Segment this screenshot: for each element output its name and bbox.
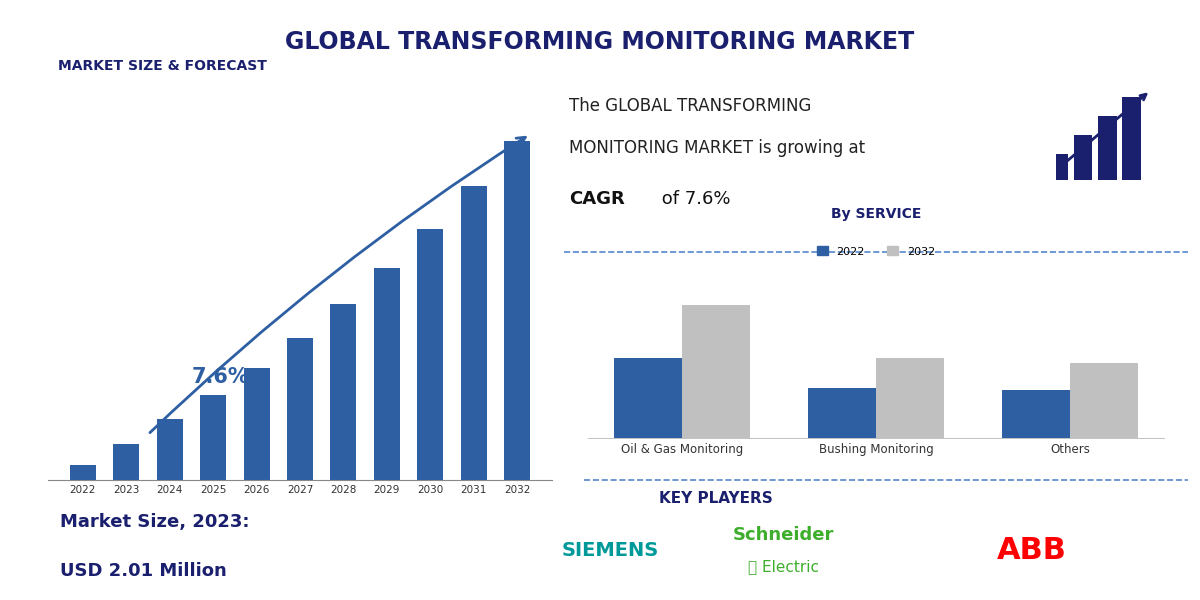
Legend: 2022, 2032: 2022, 2032 <box>812 242 940 261</box>
Bar <box>374 268 400 480</box>
Text: ⻟ Electric: ⻟ Electric <box>748 559 818 575</box>
Text: SIEMENS: SIEMENS <box>562 541 659 560</box>
Bar <box>461 186 487 480</box>
Text: KEY PLAYERS: KEY PLAYERS <box>659 491 773 506</box>
Bar <box>876 358 944 438</box>
Text: The GLOBAL TRANSFORMING: The GLOBAL TRANSFORMING <box>570 97 811 115</box>
Bar <box>682 305 750 438</box>
Bar <box>1098 116 1117 180</box>
Text: Schneider: Schneider <box>733 526 834 544</box>
Bar <box>1049 154 1068 180</box>
Bar <box>418 229 443 480</box>
FancyArrowPatch shape <box>150 137 526 433</box>
Text: MONITORING MARKET is growing at: MONITORING MARKET is growing at <box>570 139 865 157</box>
Bar <box>1002 390 1070 438</box>
Text: of 7.6%: of 7.6% <box>655 190 731 208</box>
Bar <box>330 304 356 480</box>
Bar <box>244 368 270 480</box>
Bar <box>504 141 530 480</box>
Bar <box>70 465 96 480</box>
Bar <box>113 443 139 480</box>
Text: Market Size, 2023:: Market Size, 2023: <box>60 513 250 531</box>
Bar <box>287 338 313 480</box>
Bar <box>1074 135 1092 180</box>
Text: By SERVICE: By SERVICE <box>830 208 922 221</box>
Text: MARKET SIZE & FORECAST: MARKET SIZE & FORECAST <box>58 59 266 73</box>
Bar <box>614 358 682 438</box>
Text: ABB: ABB <box>997 536 1067 565</box>
Bar <box>1122 97 1141 180</box>
Bar <box>157 419 182 480</box>
Text: GLOBAL TRANSFORMING MONITORING MARKET: GLOBAL TRANSFORMING MONITORING MARKET <box>286 30 914 54</box>
Bar <box>200 395 226 480</box>
Text: CAGR: CAGR <box>570 190 625 208</box>
Bar <box>1070 364 1138 438</box>
Bar <box>808 388 876 438</box>
Text: 7.6%: 7.6% <box>191 367 250 387</box>
Text: USD 2.01 Million: USD 2.01 Million <box>60 562 227 580</box>
